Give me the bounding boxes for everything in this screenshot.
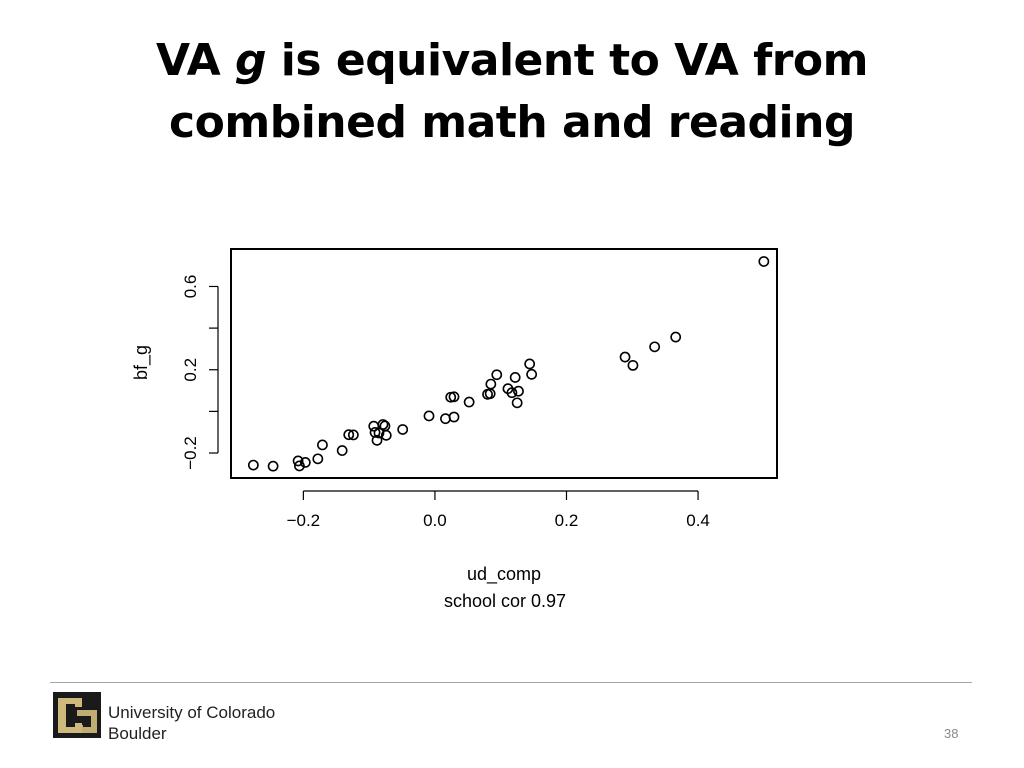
x-axis-sublabel: school cor 0.97 <box>444 591 566 611</box>
data-point <box>343 429 355 441</box>
university-name: University of Colorado Boulder <box>108 702 275 744</box>
data-point <box>526 368 538 380</box>
data-point <box>670 331 682 343</box>
title-italic-g: g <box>234 35 267 86</box>
data-point <box>509 372 521 383</box>
x-tick-label: −0.2 <box>287 511 321 530</box>
y-tick-label: −0.2 <box>181 436 200 470</box>
data-point <box>511 397 523 409</box>
university-name-line-2: Boulder <box>108 724 167 743</box>
data-point <box>299 456 311 468</box>
data-point <box>491 369 503 381</box>
title-line-1-post: is equivalent to VA from <box>265 35 869 86</box>
y-axis-label: bf_g <box>131 345 152 380</box>
title-line-2: combined math and reading <box>169 97 855 148</box>
data-point <box>485 378 497 390</box>
data-point <box>371 434 383 446</box>
data-point <box>247 459 259 471</box>
title-line-1: VA g is equivalent to VA from <box>0 30 1024 92</box>
data-point <box>619 351 631 363</box>
slide-title: VA g is equivalent to VA from combined m… <box>0 30 1024 154</box>
data-point <box>369 427 381 438</box>
data-point <box>513 385 524 397</box>
y-tick-label: 0.6 <box>181 275 200 299</box>
data-point <box>524 358 536 370</box>
university-name-line-1: University of Colorado <box>108 703 276 722</box>
data-point <box>448 391 460 403</box>
plot-frame <box>230 248 778 479</box>
footer-divider <box>50 682 972 683</box>
data-point <box>347 429 359 441</box>
x-axis-label: ud_comp <box>467 564 541 585</box>
data-point <box>506 387 518 399</box>
data-point <box>627 359 639 371</box>
data-point <box>448 411 460 423</box>
data-point <box>336 445 348 456</box>
data-point <box>463 396 475 408</box>
data-point <box>423 410 435 422</box>
data-point <box>292 455 304 467</box>
y-tick-label: 0.2 <box>181 358 200 382</box>
x-tick-label: 0.4 <box>686 511 710 530</box>
data-point <box>397 424 409 435</box>
data-point <box>373 427 385 439</box>
data-point <box>649 341 661 353</box>
data-point <box>267 460 279 472</box>
x-tick-label: 0.2 <box>555 511 579 530</box>
x-tick-label: 0.0 <box>423 511 447 530</box>
data-point <box>294 460 305 472</box>
data-point <box>312 453 324 465</box>
cu-boulder-logo-icon <box>53 692 101 738</box>
data-point <box>317 439 328 451</box>
title-line-1-pre: VA <box>156 35 235 86</box>
data-point <box>380 429 392 441</box>
data-point <box>377 419 389 430</box>
data-point <box>758 256 770 267</box>
data-point <box>440 413 451 425</box>
page-number: 38 <box>944 726 959 741</box>
